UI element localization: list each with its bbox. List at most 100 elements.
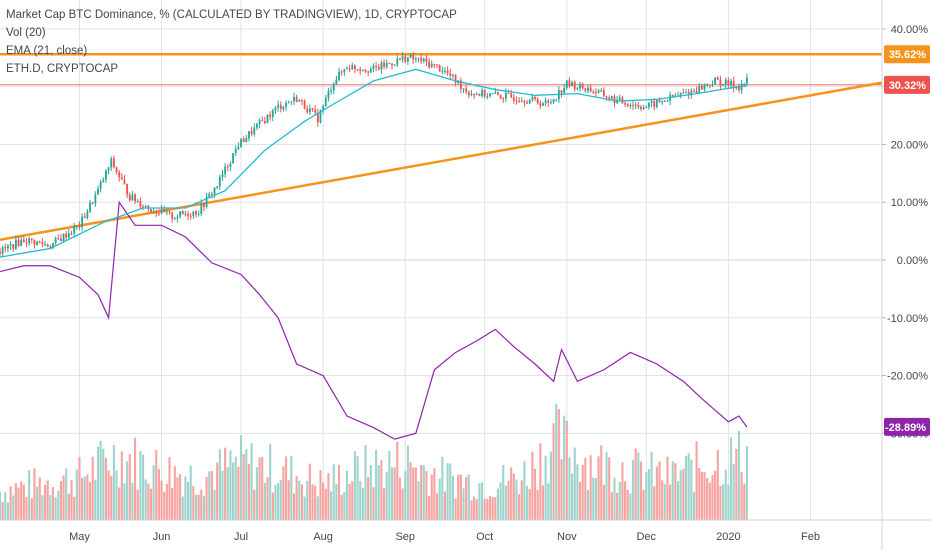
candle-body-177 bbox=[467, 91, 470, 96]
volume-bar-239 bbox=[631, 459, 635, 520]
x-tick-label-4: Sep bbox=[395, 531, 415, 543]
candle-body-0 bbox=[0, 251, 1, 254]
volume-bar-87 bbox=[229, 450, 232, 520]
volume-bar-223 bbox=[589, 455, 592, 520]
candle-body-68 bbox=[179, 211, 182, 217]
candle-body-189 bbox=[499, 95, 502, 99]
volume-bar-176 bbox=[465, 477, 468, 520]
volume-bar-59 bbox=[155, 450, 158, 520]
candle-body-201 bbox=[531, 97, 534, 100]
candle-body-1 bbox=[1, 247, 4, 254]
volume-bar-150 bbox=[396, 441, 399, 520]
volume-bar-76 bbox=[200, 489, 203, 520]
candle-body-236 bbox=[624, 103, 627, 105]
candle-body-202 bbox=[534, 97, 536, 100]
volume-bar-107 bbox=[282, 466, 285, 520]
candle-body-172 bbox=[454, 74, 457, 83]
volume-bar-282 bbox=[745, 446, 748, 520]
candle-body-140 bbox=[369, 68, 372, 73]
candle-body-238 bbox=[629, 105, 632, 107]
candle-body-83 bbox=[218, 176, 221, 187]
candle-body-36 bbox=[94, 194, 97, 204]
candle-body-270 bbox=[714, 77, 717, 85]
candle-body-108 bbox=[285, 102, 287, 107]
candle-body-179 bbox=[473, 94, 476, 96]
candle-body-47 bbox=[123, 179, 126, 184]
volume-bar-220 bbox=[581, 464, 584, 520]
volume-bar-104 bbox=[274, 485, 277, 520]
volume-bar-124 bbox=[327, 473, 330, 520]
volume-bar-134 bbox=[353, 451, 356, 520]
candle-body-38 bbox=[99, 182, 102, 189]
x-tick-label-9: Feb bbox=[801, 531, 820, 543]
y-tick-label-5: -10.00% bbox=[887, 313, 928, 325]
volume-bar-30 bbox=[78, 457, 81, 520]
volume-bar-51 bbox=[134, 437, 137, 520]
volume-bar-27 bbox=[70, 480, 73, 520]
volume-bar-198 bbox=[523, 461, 526, 520]
candle-body-52 bbox=[136, 201, 139, 203]
candle-body-213 bbox=[563, 88, 566, 93]
legend-title[interactable]: Market Cap BTC Dominance, % (CALCULATED … bbox=[6, 9, 457, 21]
candle-body-161 bbox=[425, 58, 428, 62]
volume-bar-141 bbox=[372, 487, 375, 520]
candle-body-147 bbox=[388, 62, 391, 64]
candle-body-261 bbox=[690, 90, 693, 96]
volume-bar-44 bbox=[115, 470, 118, 520]
volume-bar-45 bbox=[118, 487, 121, 520]
candle-body-48 bbox=[126, 183, 129, 195]
legend-compare[interactable]: ETH.D, CRYPTOCAP bbox=[6, 63, 119, 75]
candle-body-118 bbox=[311, 108, 314, 110]
candle-body-127 bbox=[335, 79, 338, 84]
candle-body-250 bbox=[661, 100, 664, 102]
candle-body-273 bbox=[722, 84, 725, 86]
legend-vol[interactable]: Vol (20) bbox=[6, 27, 46, 39]
volume-bar-70 bbox=[184, 476, 187, 520]
legend-ema[interactable]: EMA (21, close) bbox=[6, 45, 88, 57]
volume-bar-20 bbox=[51, 487, 55, 520]
candle-body-88 bbox=[232, 153, 235, 164]
volume-bar-184 bbox=[486, 498, 489, 520]
candle-body-53 bbox=[139, 201, 142, 207]
candle-body-137 bbox=[361, 69, 364, 71]
volume-bar-221 bbox=[584, 457, 587, 520]
volume-bar-84 bbox=[221, 470, 224, 520]
volume-bar-28 bbox=[73, 496, 76, 520]
volume-bar-163 bbox=[430, 474, 433, 520]
candle-body-210 bbox=[555, 99, 558, 101]
candle-body-187 bbox=[494, 92, 497, 94]
volume-bar-209 bbox=[552, 423, 555, 520]
candle-body-198 bbox=[523, 100, 526, 103]
candle-body-110 bbox=[290, 101, 293, 103]
volume-bar-115 bbox=[303, 496, 306, 520]
candle-body-178 bbox=[470, 94, 473, 96]
candle-body-182 bbox=[481, 90, 483, 97]
candle-body-57 bbox=[150, 209, 152, 212]
volume-bar-39 bbox=[102, 448, 105, 520]
volume-bar-83 bbox=[218, 449, 221, 520]
volume-bar-199 bbox=[526, 485, 529, 520]
volume-bar-211 bbox=[557, 409, 560, 520]
candle-body-51 bbox=[134, 194, 137, 202]
volume-bar-167 bbox=[441, 456, 444, 520]
candle-body-174 bbox=[459, 80, 462, 90]
volume-bar-63 bbox=[165, 483, 168, 520]
volume-bar-79 bbox=[208, 471, 211, 520]
volume-bar-274 bbox=[724, 469, 727, 520]
volume-bar-231 bbox=[610, 492, 613, 520]
volume-bar-276 bbox=[729, 437, 733, 520]
candle-body-40 bbox=[105, 170, 107, 180]
volume-bar-8 bbox=[20, 481, 23, 520]
volume-bar-192 bbox=[507, 480, 510, 520]
x-tick-label-6: Nov bbox=[557, 531, 577, 543]
volume-bar-190 bbox=[502, 464, 505, 520]
candle-body-136 bbox=[359, 69, 362, 71]
candle-body-30 bbox=[78, 225, 81, 228]
candle-body-206 bbox=[544, 100, 547, 104]
volume-bar-175 bbox=[462, 488, 465, 520]
candle-body-69 bbox=[181, 211, 184, 215]
candle-body-70 bbox=[184, 213, 187, 215]
volume-bar-166 bbox=[438, 478, 441, 520]
candle-body-196 bbox=[518, 100, 521, 102]
volume-bar-37 bbox=[96, 446, 100, 520]
